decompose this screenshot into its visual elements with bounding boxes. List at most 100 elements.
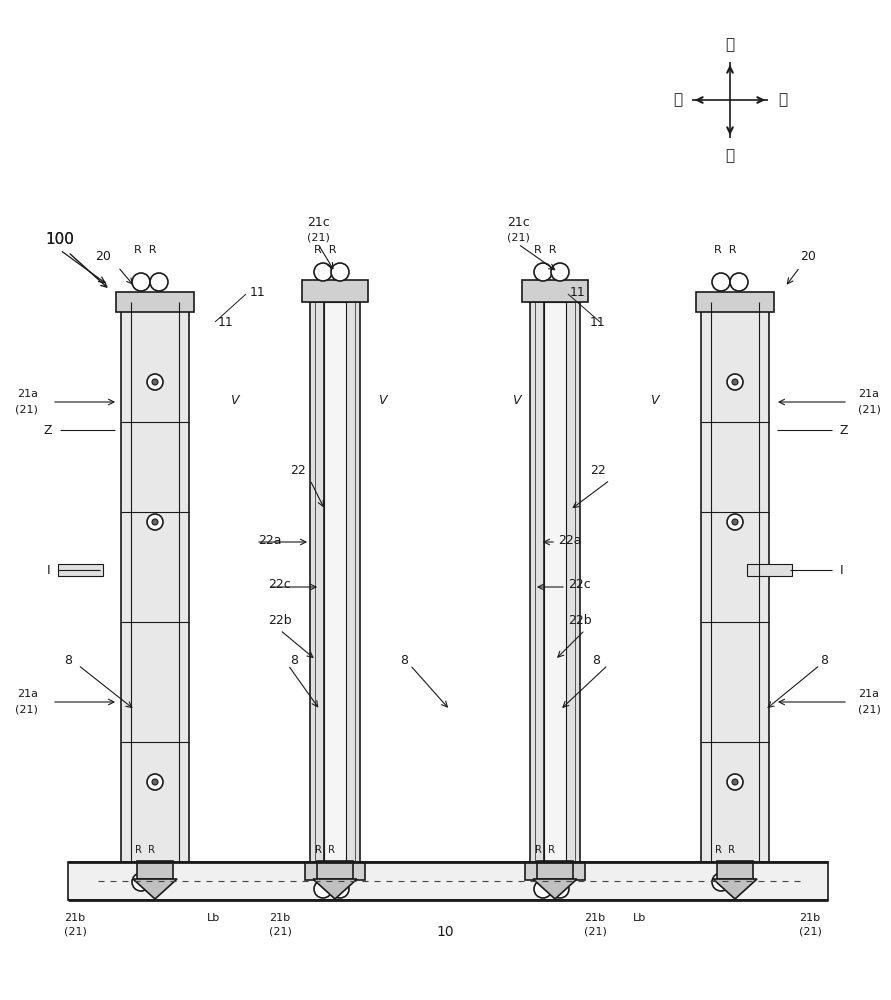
Bar	[137, 861, 173, 879]
Text: 11: 11	[590, 316, 606, 328]
Circle shape	[147, 514, 163, 530]
Text: (21): (21)	[63, 927, 86, 937]
Text: (21): (21)	[268, 927, 291, 937]
Text: 下: 下	[725, 148, 734, 163]
Text: (21): (21)	[15, 405, 38, 415]
Text: 8: 8	[290, 654, 298, 666]
Text: (21): (21)	[507, 232, 529, 242]
Bar	[324, 302, 346, 862]
Text: 右: 右	[778, 93, 787, 107]
Bar	[121, 302, 189, 862]
Circle shape	[534, 880, 552, 898]
Polygon shape	[313, 879, 357, 899]
Text: R  R: R R	[715, 845, 735, 855]
Circle shape	[147, 774, 163, 790]
Circle shape	[152, 379, 158, 385]
Text: (21): (21)	[858, 405, 881, 415]
Text: 11: 11	[218, 316, 233, 328]
Bar	[530, 302, 544, 862]
Circle shape	[534, 263, 552, 281]
Text: 8: 8	[820, 654, 828, 666]
Circle shape	[132, 873, 150, 891]
Text: 22b: 22b	[568, 613, 592, 626]
Text: 11: 11	[570, 286, 585, 298]
Text: R  R: R R	[535, 845, 555, 855]
Circle shape	[331, 263, 349, 281]
Bar	[310, 302, 324, 862]
Circle shape	[152, 519, 158, 525]
Circle shape	[551, 880, 569, 898]
Text: (21): (21)	[584, 927, 607, 937]
Polygon shape	[713, 879, 757, 899]
Text: 11: 11	[250, 286, 266, 298]
Text: I: I	[840, 564, 844, 576]
Circle shape	[727, 514, 743, 530]
Bar	[116, 292, 194, 312]
Circle shape	[150, 273, 168, 291]
Bar	[525, 862, 585, 880]
Text: R  R: R R	[135, 845, 155, 855]
Bar	[544, 302, 566, 862]
Text: 22a: 22a	[258, 534, 282, 546]
Circle shape	[732, 779, 738, 785]
Text: R  R: R R	[134, 245, 156, 255]
Text: 22c: 22c	[268, 578, 290, 591]
Text: 21c: 21c	[307, 216, 330, 229]
Text: 22a: 22a	[558, 534, 582, 546]
Text: 8: 8	[592, 654, 600, 666]
Circle shape	[730, 273, 748, 291]
Text: R  R: R R	[714, 245, 736, 255]
Circle shape	[147, 374, 163, 390]
Text: Z: Z	[44, 424, 52, 436]
Text: R  R: R R	[314, 245, 336, 255]
Bar	[317, 861, 353, 879]
Text: 21a: 21a	[858, 389, 879, 399]
Text: 21b: 21b	[584, 913, 606, 923]
Text: 20: 20	[95, 250, 110, 263]
Bar	[68, 862, 828, 900]
Bar	[522, 280, 588, 302]
Text: 21b: 21b	[799, 913, 821, 923]
Circle shape	[132, 273, 150, 291]
Text: 100: 100	[45, 232, 74, 247]
Bar	[346, 302, 360, 862]
Bar	[537, 861, 573, 879]
Bar	[58, 564, 103, 576]
Text: 8: 8	[64, 654, 72, 666]
Circle shape	[712, 273, 730, 291]
Text: 21a: 21a	[17, 689, 38, 699]
Circle shape	[152, 779, 158, 785]
Circle shape	[314, 880, 332, 898]
Text: 上: 上	[725, 37, 734, 52]
Bar	[302, 280, 368, 302]
Polygon shape	[533, 879, 577, 899]
Text: 21a: 21a	[858, 689, 879, 699]
Bar	[747, 564, 792, 576]
Circle shape	[150, 873, 168, 891]
Circle shape	[712, 873, 730, 891]
Text: 10: 10	[437, 925, 454, 939]
Text: V: V	[378, 393, 387, 406]
Circle shape	[730, 873, 748, 891]
Text: 22: 22	[290, 464, 306, 477]
Text: I: I	[46, 564, 50, 576]
Text: 22: 22	[590, 464, 606, 477]
Bar	[696, 292, 774, 312]
Text: 8: 8	[400, 654, 408, 666]
Circle shape	[732, 519, 738, 525]
Bar	[566, 302, 580, 862]
Text: 100: 100	[45, 232, 74, 247]
Text: Z: Z	[840, 424, 848, 436]
Text: 21c: 21c	[507, 216, 529, 229]
Text: 22c: 22c	[568, 578, 591, 591]
Text: 左: 左	[673, 93, 682, 107]
Text: R  R: R R	[534, 245, 556, 255]
Text: Lb: Lb	[634, 913, 647, 923]
Text: V: V	[650, 393, 658, 406]
Bar	[701, 302, 769, 862]
Text: Lb: Lb	[207, 913, 219, 923]
Circle shape	[551, 263, 569, 281]
Text: V: V	[230, 393, 239, 406]
Text: 21b: 21b	[269, 913, 290, 923]
Text: 20: 20	[800, 250, 816, 263]
